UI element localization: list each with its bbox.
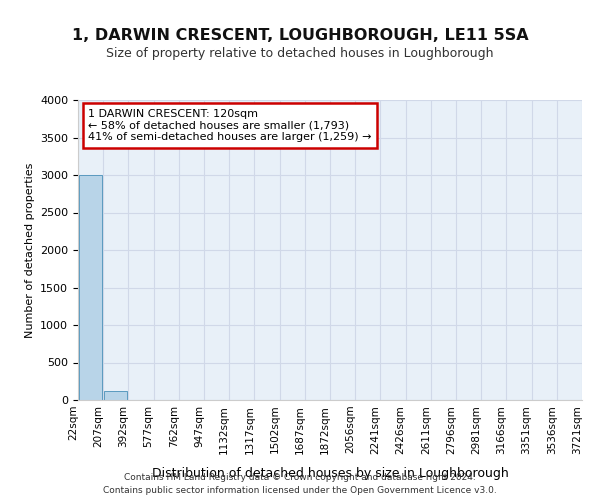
Text: 1, DARWIN CRESCENT, LOUGHBOROUGH, LE11 5SA: 1, DARWIN CRESCENT, LOUGHBOROUGH, LE11 5… (71, 28, 529, 42)
Y-axis label: Number of detached properties: Number of detached properties (25, 162, 35, 338)
X-axis label: Distribution of detached houses by size in Loughborough: Distribution of detached houses by size … (152, 468, 508, 480)
Text: 1 DARWIN CRESCENT: 120sqm
← 58% of detached houses are smaller (1,793)
41% of se: 1 DARWIN CRESCENT: 120sqm ← 58% of detac… (88, 109, 371, 142)
Text: Contains HM Land Registry data © Crown copyright and database right 2024.
Contai: Contains HM Land Registry data © Crown c… (103, 473, 497, 495)
Bar (79, 175, 102, 400)
Text: Size of property relative to detached houses in Loughborough: Size of property relative to detached ho… (106, 48, 494, 60)
Bar (104, 391, 127, 400)
